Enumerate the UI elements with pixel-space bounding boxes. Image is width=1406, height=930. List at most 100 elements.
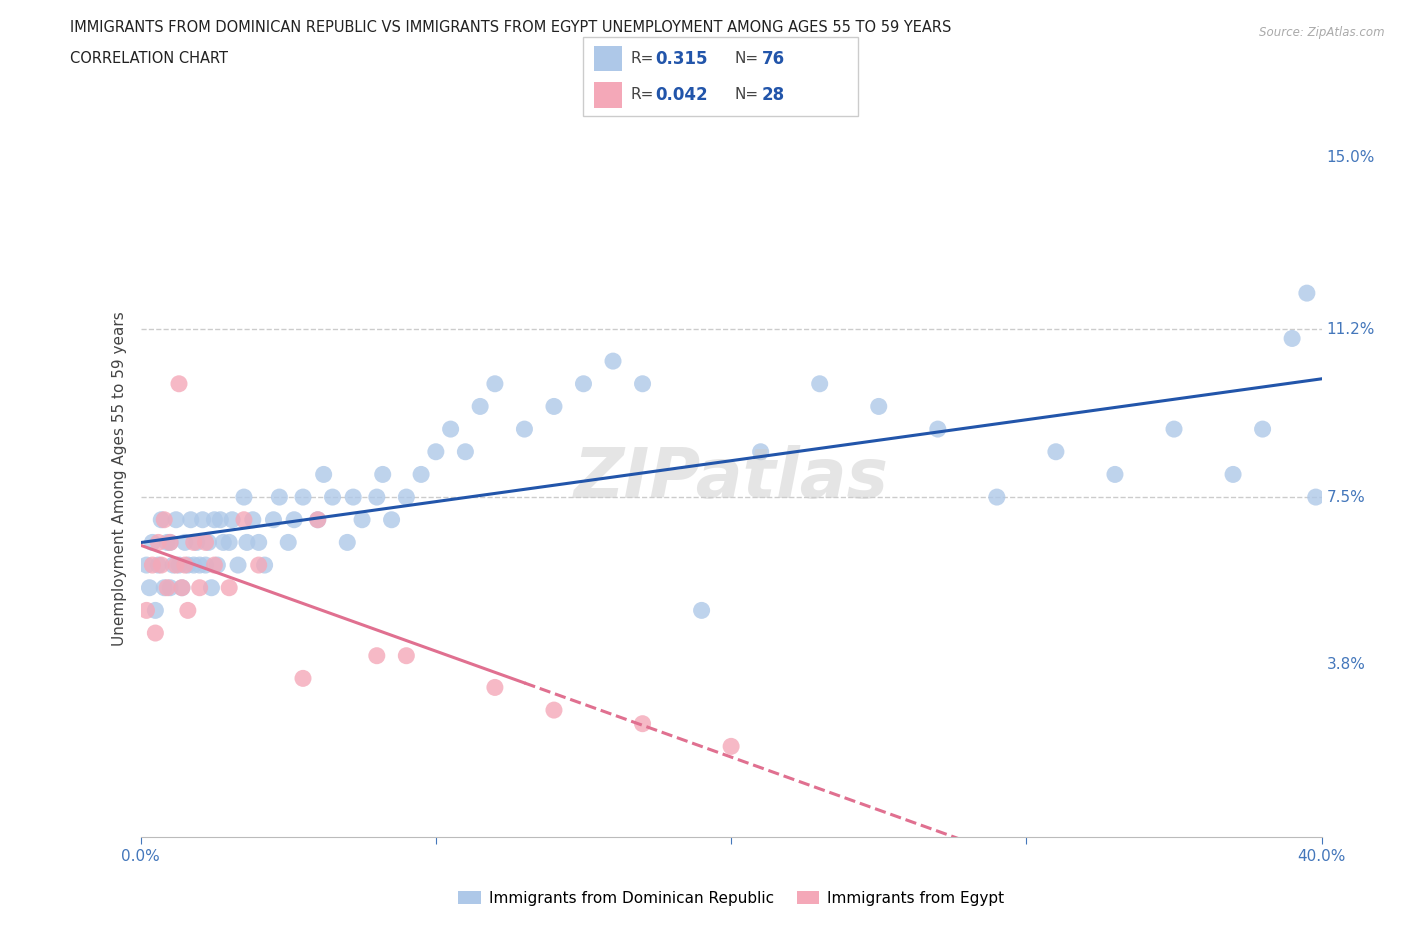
Point	[247, 535, 270, 550]
Point	[162, 558, 184, 573]
Point	[236, 535, 259, 550]
Point	[690, 603, 713, 618]
Point	[395, 648, 418, 663]
Point	[148, 558, 170, 573]
Point	[218, 580, 240, 595]
Point	[342, 489, 364, 504]
Point	[150, 558, 173, 573]
Point	[1222, 467, 1244, 482]
Point	[242, 512, 264, 527]
Point	[165, 558, 187, 573]
Point	[395, 489, 418, 504]
Bar	[595, 82, 621, 108]
Text: 15.0%: 15.0%	[1326, 150, 1375, 165]
Point	[1305, 489, 1327, 504]
Point	[292, 671, 315, 685]
Point	[186, 535, 208, 550]
Text: N=: N=	[734, 51, 758, 66]
Text: IMMIGRANTS FROM DOMINICAN REPUBLIC VS IMMIGRANTS FROM EGYPT UNEMPLOYMENT AMONG A: IMMIGRANTS FROM DOMINICAN REPUBLIC VS IM…	[70, 20, 952, 35]
Point	[513, 421, 536, 436]
Point	[188, 580, 211, 595]
Point	[352, 512, 374, 527]
Point	[174, 558, 197, 573]
Text: 7.5%: 7.5%	[1326, 489, 1365, 505]
Point	[454, 445, 477, 459]
Point	[1104, 467, 1126, 482]
Point	[197, 535, 219, 550]
Point	[207, 558, 229, 573]
Point	[283, 512, 305, 527]
Point	[868, 399, 890, 414]
Point	[135, 603, 157, 618]
Point	[218, 535, 240, 550]
Point	[156, 535, 179, 550]
Point	[200, 580, 222, 595]
Point	[1163, 421, 1185, 436]
Point	[572, 377, 595, 392]
Point	[138, 580, 160, 595]
Point	[411, 467, 433, 482]
Point	[194, 535, 217, 550]
Point	[174, 535, 197, 550]
Point	[720, 739, 742, 754]
Point	[749, 445, 772, 459]
Bar	[595, 46, 621, 72]
Point	[336, 535, 359, 550]
Y-axis label: Unemployment Among Ages 55 to 59 years: Unemployment Among Ages 55 to 59 years	[111, 312, 127, 646]
Point	[425, 445, 447, 459]
Point	[321, 489, 344, 504]
Point	[380, 512, 404, 527]
Point	[1251, 421, 1274, 436]
Point	[150, 512, 173, 527]
Text: 11.2%: 11.2%	[1326, 322, 1375, 337]
Point	[170, 580, 193, 595]
Point	[202, 512, 225, 527]
Point	[177, 603, 200, 618]
Point	[145, 603, 166, 618]
Point	[808, 377, 831, 392]
Point	[233, 489, 256, 504]
Point	[170, 580, 193, 595]
Point	[209, 512, 232, 527]
Point	[159, 535, 181, 550]
Point	[167, 377, 190, 392]
Point	[631, 716, 654, 731]
Point	[153, 512, 176, 527]
Point	[177, 558, 200, 573]
Point	[927, 421, 949, 436]
Legend: Immigrants from Dominican Republic, Immigrants from Egypt: Immigrants from Dominican Republic, Immi…	[451, 884, 1011, 911]
Point	[221, 512, 243, 527]
Point	[183, 535, 205, 550]
Point	[135, 558, 157, 573]
Point	[439, 421, 461, 436]
Point	[269, 489, 291, 504]
Point	[253, 558, 276, 573]
Point	[212, 535, 235, 550]
Text: ZIPatlas: ZIPatlas	[574, 445, 889, 512]
Point	[226, 558, 249, 573]
Point	[312, 467, 335, 482]
Point	[307, 512, 329, 527]
Text: R=: R=	[630, 87, 654, 102]
Point	[180, 512, 202, 527]
Text: R=: R=	[630, 51, 654, 66]
Point	[247, 558, 270, 573]
Point	[159, 580, 181, 595]
Point	[141, 558, 163, 573]
Text: Source: ZipAtlas.com: Source: ZipAtlas.com	[1260, 26, 1385, 39]
Point	[470, 399, 492, 414]
Text: CORRELATION CHART: CORRELATION CHART	[70, 51, 228, 66]
Point	[167, 558, 190, 573]
Point	[1045, 445, 1067, 459]
Point	[631, 377, 654, 392]
Point	[183, 558, 205, 573]
Point	[277, 535, 299, 550]
Text: N=: N=	[734, 87, 758, 102]
Text: 0.315: 0.315	[655, 49, 707, 68]
Point	[202, 558, 225, 573]
Point	[371, 467, 394, 482]
Point	[141, 535, 163, 550]
Point	[602, 353, 624, 368]
Point	[1296, 286, 1319, 300]
Text: 3.8%: 3.8%	[1326, 658, 1365, 672]
